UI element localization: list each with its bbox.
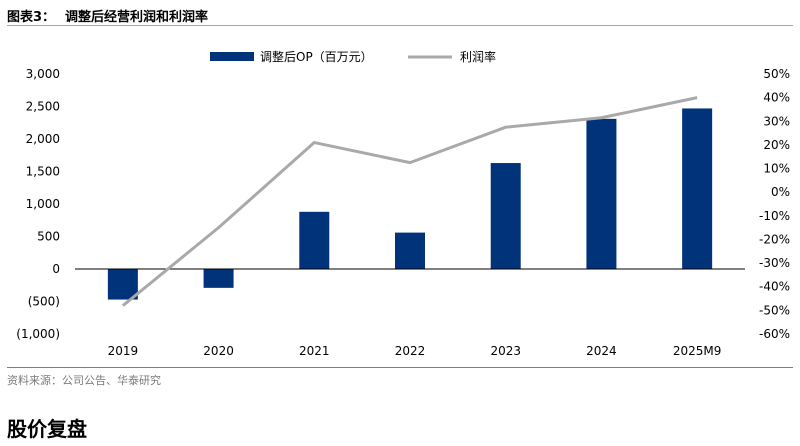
bar-2025M9 bbox=[682, 108, 713, 269]
bar-2022 bbox=[395, 232, 425, 269]
bar-2020 bbox=[203, 269, 234, 288]
bar-2023 bbox=[490, 163, 521, 269]
right-tick-label: 0% bbox=[771, 185, 790, 199]
section-title: 股价复盘 bbox=[7, 417, 87, 441]
legend-bar-swatch bbox=[210, 52, 254, 61]
left-tick-label: 3,000 bbox=[26, 67, 60, 81]
bar-2019 bbox=[107, 269, 138, 300]
bar-2024 bbox=[586, 118, 617, 269]
right-tick-label: -40% bbox=[759, 280, 790, 294]
legend-line-label: 利润率 bbox=[460, 49, 496, 64]
profit-chart: 调整后OP（百万元） 利润率 3,000 2,500 2,000 1,500 1,000… bbox=[16, 49, 790, 358]
left-tick-label: 1,000 bbox=[26, 197, 60, 211]
source-note: 资料来源：公司公告、华泰研究 bbox=[7, 374, 161, 387]
right-tick-label: 40% bbox=[763, 91, 790, 105]
chart-legend: 调整后OP（百万元） 利润率 bbox=[210, 49, 496, 64]
right-tick-label: 50% bbox=[763, 67, 790, 81]
footer-divider bbox=[7, 367, 793, 368]
x-tick-label: 2023 bbox=[490, 344, 521, 358]
x-tick-label: 2022 bbox=[395, 344, 426, 358]
x-tick-label: 2019 bbox=[108, 344, 139, 358]
left-tick-label: (500) bbox=[28, 295, 60, 309]
right-tick-label: -30% bbox=[759, 256, 790, 270]
legend-bar-label: 调整后OP（百万元） bbox=[260, 49, 373, 64]
right-tick-label: -60% bbox=[759, 327, 790, 341]
margin-line-series bbox=[121, 96, 698, 307]
figure-title: 调整后经营利润和利润率 bbox=[65, 10, 209, 25]
x-tick-label: 2021 bbox=[299, 344, 330, 358]
x-axis-labels: 2019 2020 2021 2022 2023 2024 2025M9 bbox=[108, 344, 722, 358]
right-tick-label: -20% bbox=[759, 232, 790, 246]
left-tick-label: 500 bbox=[37, 230, 60, 244]
x-tick-label: 2024 bbox=[586, 344, 617, 358]
figure-header: 图表3： 调整后经营利润和利润率 bbox=[7, 2, 793, 26]
bar-2021 bbox=[299, 211, 330, 269]
x-tick-label: 2020 bbox=[203, 344, 234, 358]
right-tick-label: -10% bbox=[759, 209, 790, 223]
left-tick-label: 2,000 bbox=[26, 132, 60, 146]
right-tick-label: -50% bbox=[759, 303, 790, 317]
left-tick-label: (1,000) bbox=[16, 327, 60, 341]
right-tick-label: 10% bbox=[763, 162, 790, 176]
left-axis: 3,000 2,500 2,000 1,500 1,000 500 0 (500) (1,000… bbox=[16, 67, 60, 341]
right-axis: 50% 40% 30% 20% 10% 0% -10% -20% -30% -40% -50% -60… bbox=[759, 67, 790, 341]
right-tick-label: 30% bbox=[763, 114, 790, 128]
x-tick-label: 2025M9 bbox=[673, 344, 722, 358]
left-tick-label: 2,500 bbox=[26, 100, 60, 114]
right-tick-label: 20% bbox=[763, 138, 790, 152]
bar-series bbox=[107, 108, 713, 300]
left-tick-label: 1,500 bbox=[26, 165, 60, 179]
left-tick-label: 0 bbox=[52, 262, 60, 276]
header-divider bbox=[7, 25, 793, 26]
figure-label: 图表3： bbox=[7, 10, 56, 25]
